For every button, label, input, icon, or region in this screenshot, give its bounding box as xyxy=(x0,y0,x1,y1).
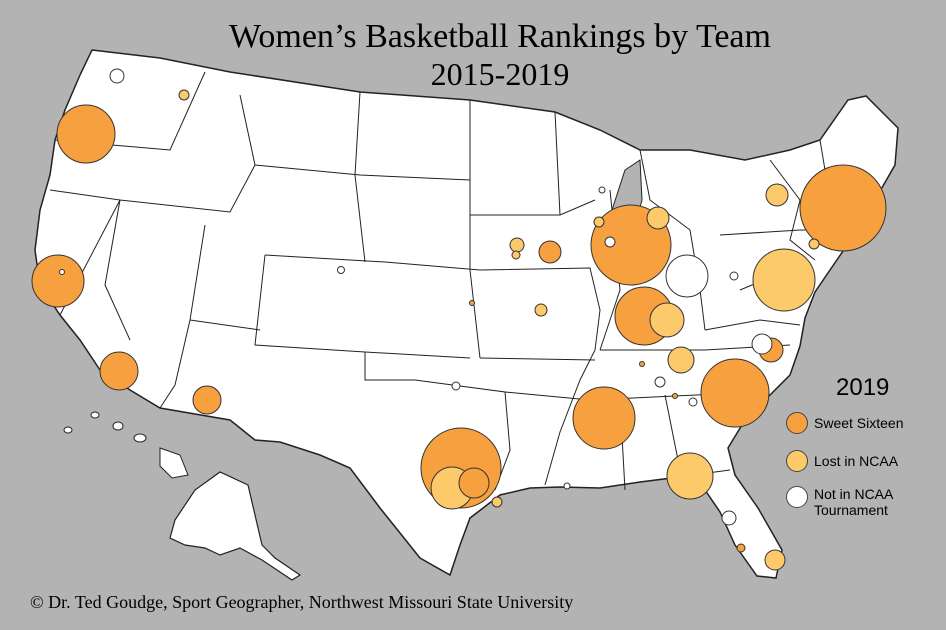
team-marker xyxy=(646,206,670,230)
team-marker xyxy=(337,266,345,274)
team-marker xyxy=(109,68,125,84)
credit-line: © Dr. Ted Goudge, Sport Geographer, Nort… xyxy=(30,592,574,612)
team-marker xyxy=(563,482,571,490)
team-marker xyxy=(572,386,636,450)
team-marker xyxy=(509,237,525,253)
team-marker xyxy=(511,250,521,260)
team-marker xyxy=(598,186,606,194)
team-marker xyxy=(764,549,786,571)
team-marker xyxy=(672,393,678,399)
team-marker xyxy=(765,183,789,207)
legend-swatch-lost-in-ncaa xyxy=(786,450,808,472)
team-marker xyxy=(665,254,709,298)
team-marker xyxy=(178,89,190,101)
team-marker xyxy=(649,302,685,338)
team-marker xyxy=(721,510,737,526)
team-marker xyxy=(736,543,746,553)
team-marker xyxy=(667,346,695,374)
team-marker xyxy=(593,216,605,228)
legend-label: Lost in NCAA xyxy=(814,453,899,469)
team-marker xyxy=(751,333,773,355)
legend-item-not-in-ncaa: Not in NCAA Tournament xyxy=(786,486,898,518)
team-circles xyxy=(31,68,887,571)
legend-item-sweet-sixteen: Sweet Sixteen xyxy=(786,412,904,434)
team-marker xyxy=(808,238,820,250)
team-marker xyxy=(666,452,714,500)
team-marker xyxy=(752,248,816,312)
legend-swatch-sweet-sixteen xyxy=(786,412,808,434)
team-marker xyxy=(604,236,616,248)
team-marker xyxy=(688,397,698,407)
team-marker xyxy=(534,303,548,317)
team-marker xyxy=(654,376,666,388)
map-title: Women’s Basketball Rankings by Team xyxy=(229,18,771,55)
team-marker xyxy=(538,240,562,264)
team-marker xyxy=(491,496,503,508)
team-marker xyxy=(451,381,461,391)
team-marker xyxy=(31,254,85,308)
team-marker xyxy=(192,385,222,415)
legend-title: 2019 xyxy=(836,374,890,401)
team-marker xyxy=(469,300,475,306)
legend-item-lost-in-ncaa: Lost in NCAA xyxy=(786,450,898,472)
legend-swatch-not-in-ncaa xyxy=(786,486,808,508)
team-marker xyxy=(99,351,139,391)
team-marker xyxy=(700,358,770,428)
alaska xyxy=(169,471,302,581)
team-marker xyxy=(458,467,490,499)
team-marker xyxy=(639,361,645,367)
hawaii xyxy=(63,411,189,479)
team-marker xyxy=(56,104,116,164)
team-marker xyxy=(59,269,65,275)
team-marker xyxy=(799,164,887,252)
team-marker xyxy=(729,271,739,281)
legend-label: Sweet Sixteen xyxy=(814,415,904,431)
legend-label: Not in NCAA Tournament xyxy=(814,486,893,518)
map-subtitle: 2015-2019 xyxy=(430,56,570,92)
